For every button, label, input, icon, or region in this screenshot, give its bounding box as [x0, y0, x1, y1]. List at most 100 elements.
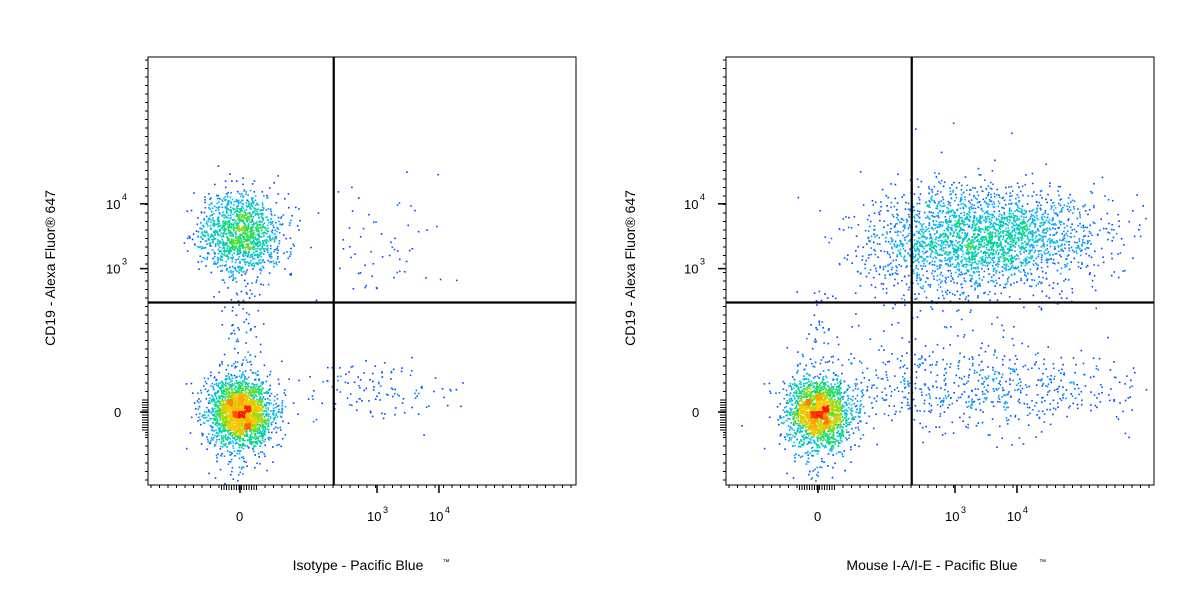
event-dot [235, 245, 238, 248]
event-dot [298, 208, 300, 210]
event-dot [211, 414, 214, 416]
event-dot [239, 440, 241, 442]
event-dot [217, 242, 219, 245]
event-dot [271, 237, 274, 239]
event-dot [235, 292, 238, 294]
event-dot [213, 388, 215, 391]
event-dot [253, 433, 256, 435]
event-dot [235, 404, 238, 407]
event-dot [230, 201, 232, 204]
x-tick-label: 10 [367, 509, 381, 524]
event-dot [983, 292, 985, 294]
event-dot [226, 268, 228, 270]
event-dot [446, 404, 449, 407]
event-dot [223, 409, 226, 411]
event-dot [1132, 367, 1135, 369]
event-dot [227, 420, 230, 423]
event-dot [222, 435, 225, 438]
event-dot [862, 246, 865, 249]
event-dot [243, 381, 245, 383]
event-dot [242, 433, 245, 435]
event-dot [215, 206, 218, 209]
event-dot [251, 403, 254, 405]
event-dot [238, 390, 240, 392]
event-dot [260, 431, 262, 434]
event-dot [199, 227, 201, 229]
event-dot [957, 335, 959, 337]
event-dot [243, 236, 246, 239]
event-dot [223, 216, 225, 219]
event-dot [222, 419, 224, 422]
event-dot [261, 202, 264, 204]
event-dot [251, 282, 253, 285]
event-dot [347, 382, 349, 384]
event-dot [887, 196, 889, 199]
event-dot [221, 215, 223, 217]
event-dot [245, 418, 247, 420]
event-dot [342, 239, 345, 241]
event-dot [956, 290, 959, 293]
event-dot [1113, 271, 1116, 273]
event-dot [1145, 389, 1148, 391]
event-dot [219, 430, 221, 432]
event-dot [249, 413, 251, 415]
event-dot [233, 427, 235, 429]
event-dot [238, 304, 240, 306]
event-dot [255, 430, 258, 432]
event-dot [254, 454, 256, 456]
event-dot [223, 396, 226, 398]
event-dot [222, 240, 224, 243]
event-dot [250, 436, 252, 439]
event-dot [275, 414, 278, 417]
event-dot [249, 256, 251, 258]
event-dot [235, 239, 237, 242]
event-dot [234, 413, 236, 415]
event-dot [855, 313, 857, 315]
event-dot [229, 241, 232, 243]
event-dot [261, 418, 264, 420]
event-dot [1118, 225, 1120, 228]
event-dot [1102, 256, 1104, 258]
event-dot [238, 256, 241, 258]
event-dot [247, 523, 249, 525]
event-dot [213, 419, 215, 421]
event-dot [219, 213, 221, 215]
event-dot [238, 393, 241, 395]
event-dot [243, 379, 246, 381]
event-dot [238, 381, 240, 384]
event-dot [245, 252, 247, 254]
event-dot [204, 207, 207, 209]
event-dot [230, 387, 232, 390]
event-dot [231, 198, 234, 201]
event-dot [363, 372, 365, 374]
event-dot [241, 527, 243, 529]
event-dot [792, 477, 795, 479]
event-dot [261, 419, 263, 421]
event-dot [234, 367, 236, 369]
event-dot [221, 430, 224, 432]
event-dot [246, 218, 248, 221]
event-dot [258, 232, 260, 235]
event-dot [222, 250, 225, 252]
event-dot [939, 405, 942, 408]
event-dot [216, 457, 218, 459]
event-dot [234, 442, 237, 445]
event-dot [196, 245, 199, 248]
event-dot [243, 218, 246, 220]
event-dot [961, 393, 963, 396]
event-dot [212, 240, 214, 243]
event-dot [211, 429, 214, 432]
event-dot [211, 407, 213, 410]
event-dot [214, 183, 216, 186]
event-dot [196, 400, 199, 402]
event-dot [1045, 272, 1047, 274]
event-dot [248, 396, 250, 399]
event-dot [996, 446, 998, 448]
event-dot [253, 410, 256, 413]
event-dot [216, 398, 218, 400]
event-dot [225, 215, 228, 218]
event-dot [240, 393, 243, 395]
event-dot [260, 255, 263, 258]
event-dot [238, 433, 241, 436]
